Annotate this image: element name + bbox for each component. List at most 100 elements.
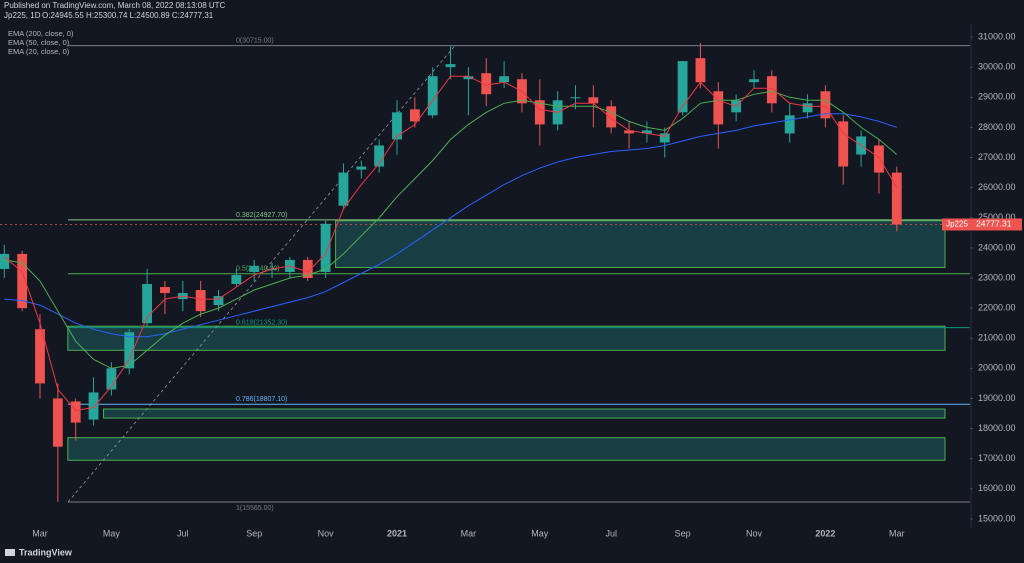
candle-body	[106, 368, 117, 390]
candle-body	[0, 253, 10, 269]
candle-body	[659, 133, 670, 143]
x-tick-label: Nov	[746, 528, 763, 538]
y-tick-label: 16000.00	[978, 483, 1016, 493]
y-tick-label: 31000.00	[978, 31, 1016, 41]
candle-body	[695, 58, 706, 83]
candle-body	[52, 398, 63, 447]
footer	[0, 541, 1024, 563]
candle-body	[427, 76, 438, 116]
candle-body	[213, 296, 224, 306]
x-tick-label: Sep	[246, 528, 262, 538]
candle-body	[35, 329, 45, 384]
y-tick-label: 18000.00	[978, 423, 1016, 433]
y-tick-label: 23000.00	[978, 272, 1016, 282]
fib-trend-line	[67, 45, 456, 503]
candle-body	[231, 274, 242, 285]
candle-body	[88, 392, 99, 420]
candle-body	[338, 172, 349, 206]
candle-body	[70, 401, 81, 423]
zone	[103, 408, 946, 419]
y-tick-label: 17000.00	[978, 453, 1016, 463]
x-tick-label: May	[103, 528, 121, 538]
candle-body	[195, 290, 206, 312]
legend-entry: EMA (50, close, 0)	[8, 38, 70, 47]
y-tick-label: 15000.00	[978, 513, 1016, 523]
candle-body	[713, 91, 724, 125]
x-tick-label: Nov	[318, 528, 335, 538]
symbol-tag: Jp225	[946, 220, 968, 229]
ema-line	[3, 75, 898, 412]
candle-body	[392, 112, 402, 140]
candle-body	[534, 100, 545, 125]
candle-body	[445, 64, 456, 68]
candle-body	[499, 76, 510, 83]
candle-body	[124, 332, 135, 369]
last-price-tag: 24777.31	[976, 219, 1012, 229]
published-note: Published on TradingView.com, March 08, …	[4, 1, 226, 10]
candle-body	[677, 61, 688, 113]
y-tick-label: 25000.00	[978, 212, 1016, 222]
candle-body	[356, 166, 367, 170]
symbol-tag-bg	[942, 218, 972, 231]
zone	[67, 325, 946, 351]
last-price-tag-bg	[972, 218, 1022, 231]
ema-line	[4, 113, 897, 338]
fib-label: 0.618(21352.30)	[236, 319, 287, 326]
candle-body	[570, 97, 581, 99]
candle-body	[320, 223, 331, 272]
candle-body	[820, 91, 831, 119]
x-tick-label: Jul	[605, 528, 617, 538]
brand: TradingView	[19, 547, 73, 557]
candle-body	[409, 109, 420, 122]
x-tick-label: 2021	[387, 528, 407, 538]
x-tick-label: May	[531, 528, 549, 538]
candle-body	[802, 103, 813, 113]
fib-label: 1(15565.00)	[236, 505, 274, 512]
candle-body	[891, 172, 902, 225]
candle-body	[838, 121, 849, 167]
candle-body	[784, 115, 795, 134]
candle-body	[874, 145, 884, 173]
candle-body	[588, 97, 599, 104]
candle-body	[302, 259, 313, 278]
candle-body	[606, 106, 617, 128]
fib-label: 0(30715.00)	[236, 37, 274, 44]
x-tick-label: Mar	[889, 528, 905, 538]
candle-body	[17, 253, 28, 309]
y-tick-label: 21000.00	[978, 333, 1016, 343]
x-tick-label: Sep	[675, 528, 691, 538]
x-tick-label: Mar	[461, 528, 477, 538]
fib-label: 0.382(24927.70)	[236, 212, 287, 219]
candle-body	[624, 130, 634, 134]
ohlc-readout: O:24945.55 H:25300.74 L:24500.89 C:24777…	[42, 11, 214, 20]
legend-entry: EMA (20, close, 0)	[8, 47, 70, 56]
y-tick-label: 22000.00	[978, 302, 1016, 312]
candle-body	[641, 130, 652, 134]
x-tick-label: Jul	[177, 528, 189, 538]
candle-body	[463, 76, 474, 80]
candle-body	[749, 79, 759, 83]
y-tick-label: 26000.00	[978, 182, 1016, 192]
legend-entry: EMA (200, close, 0)	[8, 29, 74, 38]
candle-body	[249, 265, 260, 272]
candle-body	[766, 76, 777, 104]
fib-label: 0.786(18807.10)	[236, 396, 287, 403]
ema-line	[4, 90, 898, 369]
candle-body	[481, 73, 492, 95]
candle-body	[160, 287, 170, 294]
y-tick-label: 24000.00	[978, 242, 1016, 252]
y-tick-label: 19000.00	[978, 393, 1016, 403]
y-tick-label: 29000.00	[978, 92, 1016, 102]
zone	[335, 220, 946, 268]
zone	[67, 437, 946, 461]
y-tick-label: 28000.00	[978, 122, 1016, 132]
y-tick-label: 30000.00	[978, 62, 1016, 72]
y-tick-label: 20000.00	[978, 363, 1016, 373]
candle-body	[142, 284, 153, 324]
y-tick-label: 27000.00	[978, 152, 1016, 162]
symbol: Jp225, 1D	[4, 11, 41, 20]
brand-logo	[5, 549, 15, 556]
candle-body	[374, 145, 385, 167]
